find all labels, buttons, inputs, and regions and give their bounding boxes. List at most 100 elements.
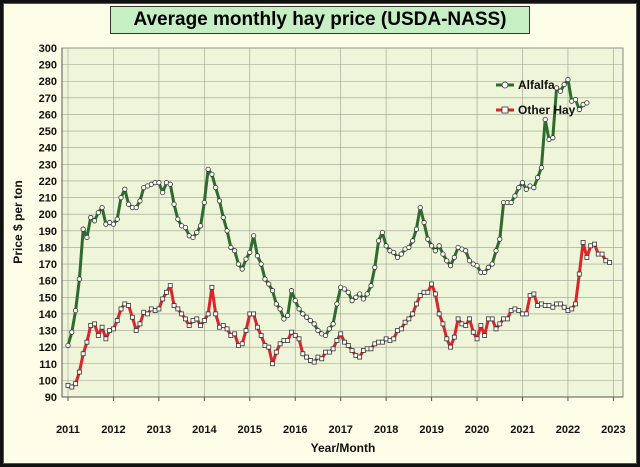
data-point xyxy=(296,306,302,312)
data-point xyxy=(300,351,306,357)
data-point xyxy=(561,81,567,88)
data-point xyxy=(300,311,306,317)
data-point xyxy=(436,243,442,249)
data-point xyxy=(76,369,82,375)
y-tick-label: 180 xyxy=(39,242,57,254)
data-point xyxy=(470,329,476,335)
data-point xyxy=(584,254,590,260)
data-point xyxy=(398,326,404,332)
y-tick-label: 150 xyxy=(39,292,57,304)
data-point xyxy=(194,316,200,322)
data-point xyxy=(220,214,226,221)
data-point xyxy=(455,316,461,322)
data-point xyxy=(311,321,317,327)
data-point xyxy=(171,303,177,308)
data-point xyxy=(91,218,98,224)
data-point xyxy=(413,226,420,232)
data-point xyxy=(402,319,408,325)
data-point xyxy=(175,306,181,312)
legend-marker xyxy=(501,106,509,114)
data-point xyxy=(160,296,166,302)
data-point xyxy=(190,234,196,241)
x-tick-label: 2019 xyxy=(419,424,443,436)
data-point xyxy=(243,256,249,262)
data-point xyxy=(482,333,488,338)
x-tick-label: 2011 xyxy=(56,424,80,436)
data-point xyxy=(372,264,378,270)
data-point xyxy=(440,251,446,257)
data-point xyxy=(292,298,298,304)
x-tick-label: 2012 xyxy=(101,424,125,436)
data-point xyxy=(72,307,79,314)
data-point xyxy=(368,283,374,289)
data-point xyxy=(205,311,211,317)
data-point xyxy=(485,264,492,270)
data-point xyxy=(281,316,287,322)
data-point xyxy=(360,296,367,302)
data-point xyxy=(126,201,132,207)
y-tick-label: 160 xyxy=(39,276,57,288)
data-point xyxy=(436,311,442,317)
data-point xyxy=(84,234,90,241)
chart-title: Average monthly hay price (USDA-NASS) xyxy=(133,9,507,30)
data-point xyxy=(183,316,188,322)
y-tick-label: 280 xyxy=(39,76,57,88)
data-point xyxy=(197,223,204,229)
data-point xyxy=(69,384,75,390)
data-point xyxy=(285,338,291,343)
data-point xyxy=(220,323,226,328)
data-point xyxy=(118,306,124,312)
data-point xyxy=(607,259,613,265)
data-point xyxy=(497,236,503,242)
data-point xyxy=(467,316,472,322)
data-point xyxy=(137,321,143,327)
series-layer xyxy=(65,76,613,390)
data-point xyxy=(428,243,435,249)
x-tick-label: 2020 xyxy=(465,424,489,436)
data-point xyxy=(432,248,438,254)
data-point xyxy=(95,209,101,216)
data-point xyxy=(448,344,453,350)
data-point xyxy=(95,333,101,338)
data-point xyxy=(311,359,317,365)
data-point xyxy=(584,100,590,106)
data-point xyxy=(99,204,105,211)
data-point xyxy=(410,311,416,317)
data-point xyxy=(304,354,310,360)
data-point xyxy=(444,336,450,342)
data-point xyxy=(76,276,82,282)
y-tick-label: 140 xyxy=(39,309,57,321)
data-point xyxy=(262,276,268,282)
data-point xyxy=(550,304,556,310)
data-point xyxy=(239,266,245,272)
data-point xyxy=(88,214,94,221)
data-point xyxy=(531,185,537,191)
data-point xyxy=(258,261,264,267)
data-point xyxy=(179,311,185,317)
x-tick-label: 2023 xyxy=(601,424,625,436)
data-point xyxy=(145,311,150,317)
data-point xyxy=(410,238,416,244)
data-point xyxy=(512,193,518,199)
y-tick-label: 110 xyxy=(39,359,57,371)
y-tick-label: 170 xyxy=(39,259,57,271)
data-point xyxy=(440,321,446,327)
data-point xyxy=(447,263,454,269)
y-tick-label: 100 xyxy=(39,375,57,387)
data-point xyxy=(357,354,363,360)
data-point xyxy=(342,339,347,345)
y-tick-label: 190 xyxy=(39,226,57,238)
y-tick-label: 250 xyxy=(39,126,57,138)
data-point xyxy=(444,258,450,264)
data-point xyxy=(186,323,192,328)
data-point xyxy=(114,216,120,222)
data-point xyxy=(156,306,162,312)
series-alfalfa xyxy=(65,76,590,349)
data-point xyxy=(508,199,514,206)
data-point xyxy=(254,324,260,330)
data-point xyxy=(368,346,374,352)
data-point xyxy=(417,293,423,299)
data-point xyxy=(429,281,435,287)
